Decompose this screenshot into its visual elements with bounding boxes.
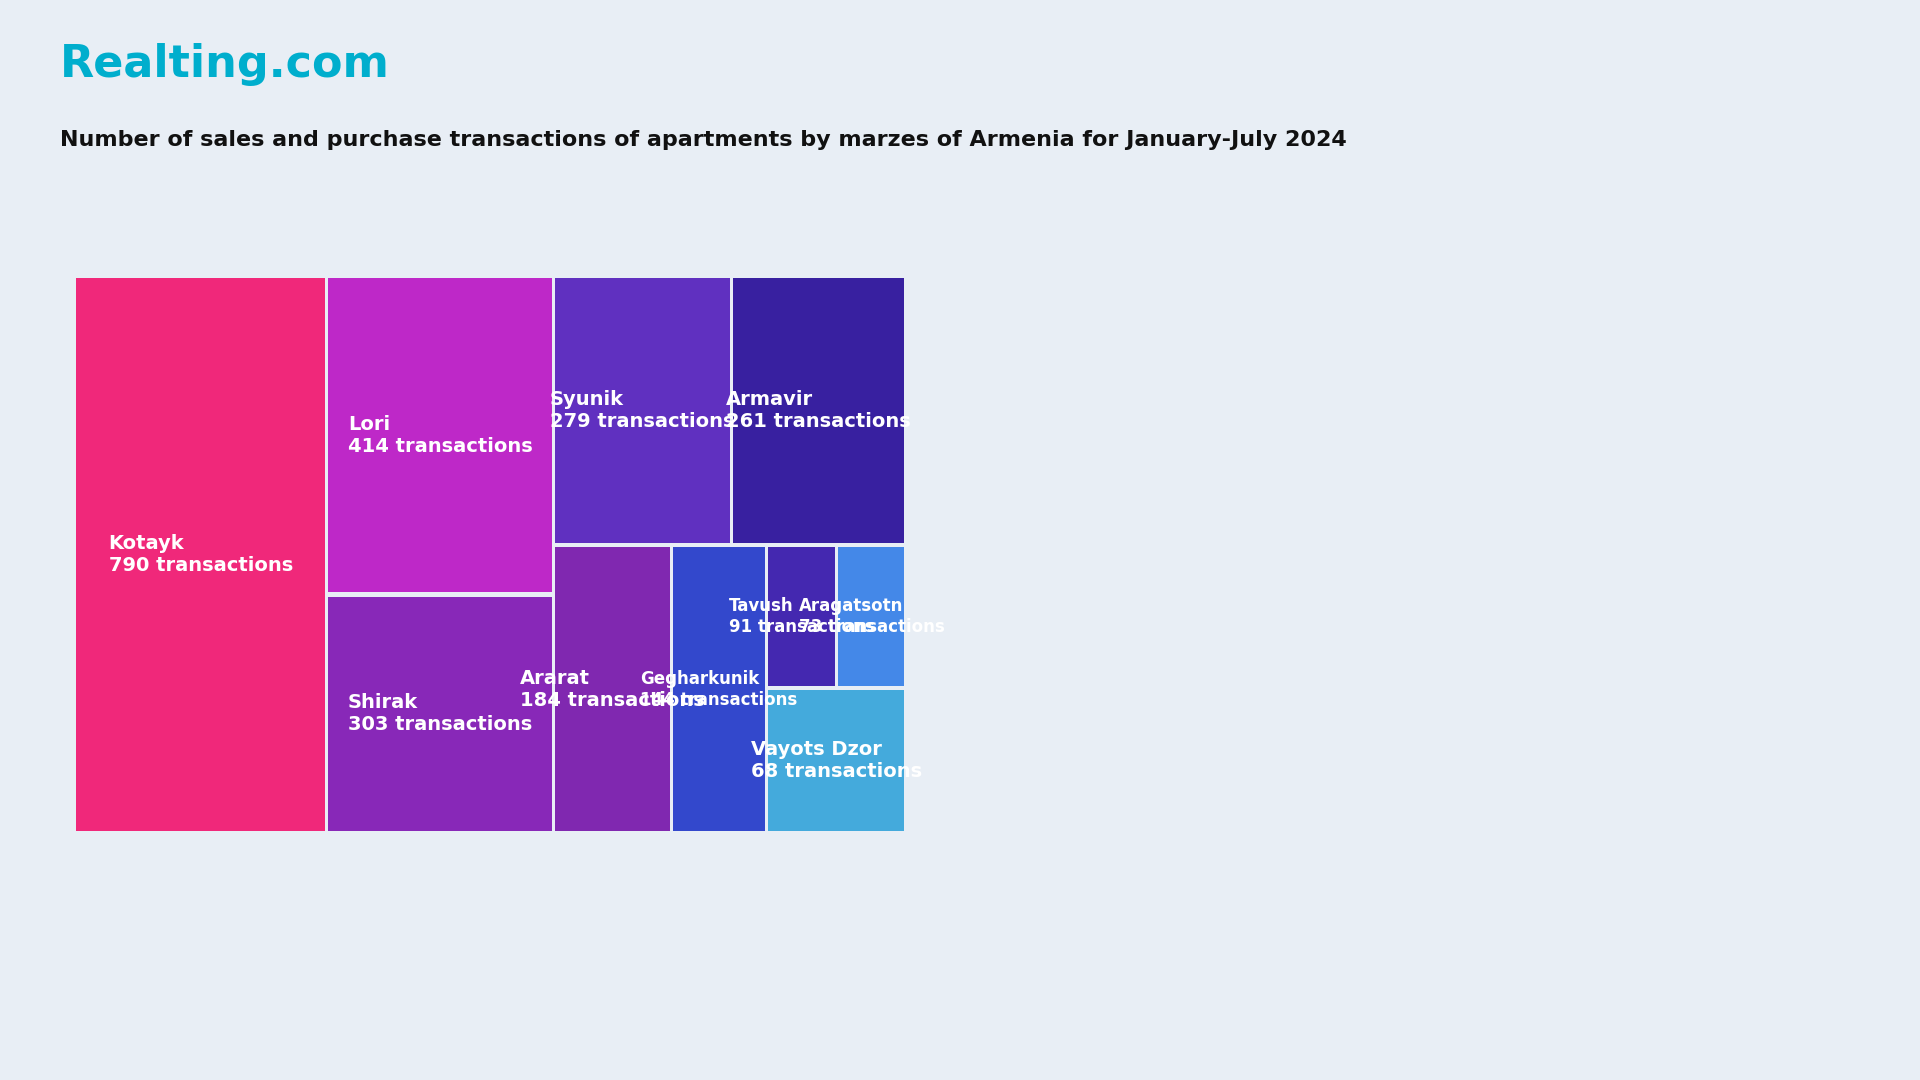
Text: Armavir
261 transactions: Armavir 261 transactions (726, 390, 910, 431)
Bar (328, 278, 553, 592)
Bar (768, 546, 835, 686)
Bar (328, 596, 553, 832)
Bar (733, 278, 904, 542)
Bar (555, 546, 670, 832)
Bar (674, 546, 764, 832)
Bar (768, 690, 904, 832)
Text: Kotayk
790 transactions: Kotayk 790 transactions (109, 534, 294, 575)
Bar (555, 278, 730, 542)
Text: Gegharkunik
144 transactions: Gegharkunik 144 transactions (641, 670, 797, 708)
Text: Aragatsotn
73 transactions: Aragatsotn 73 transactions (799, 597, 945, 636)
Text: Realting.com: Realting.com (60, 43, 390, 86)
Text: Tavush
91 transactions: Tavush 91 transactions (730, 597, 874, 636)
Bar (77, 278, 324, 832)
Text: Number of sales and purchase transactions of apartments by marzes of Armenia for: Number of sales and purchase transaction… (60, 130, 1346, 150)
Text: Ararat
184 transactions: Ararat 184 transactions (520, 669, 705, 710)
Text: Syunik
279 transactions: Syunik 279 transactions (549, 390, 735, 431)
Text: Shirak
303 transactions: Shirak 303 transactions (348, 693, 532, 734)
Text: Vayots Dzor
68 transactions: Vayots Dzor 68 transactions (751, 740, 922, 781)
Text: Lori
414 transactions: Lori 414 transactions (348, 415, 532, 456)
Bar (839, 546, 904, 686)
